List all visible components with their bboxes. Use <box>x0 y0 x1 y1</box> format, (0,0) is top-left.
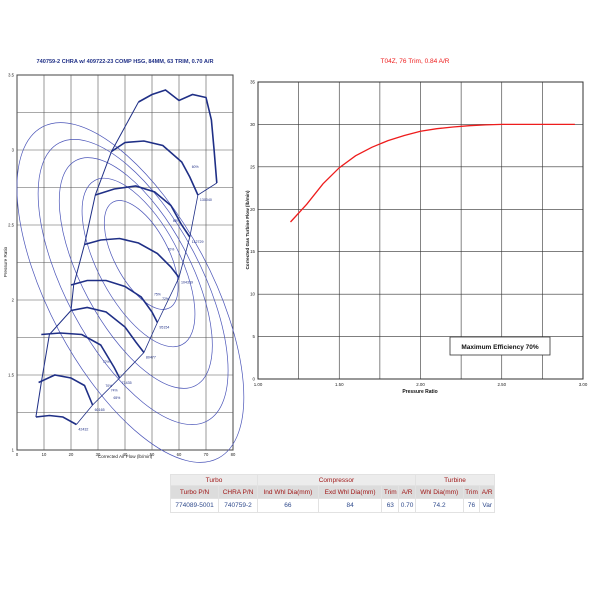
speed-line <box>111 140 199 196</box>
spec-cell: 84 <box>317 498 383 513</box>
turbine-y-tick-label: 20 <box>250 207 255 212</box>
compressor-x-tick-label: 40 <box>123 452 128 457</box>
compressor-y-tick-label: 1.5 <box>8 373 14 378</box>
speed-line <box>35 414 77 426</box>
spec-cell: 0.70 <box>398 498 416 513</box>
efficiency-island <box>81 177 196 348</box>
turbine-x-tick-label: 3.00 <box>579 382 588 387</box>
max-efficiency-box <box>449 336 551 356</box>
speed-line <box>95 185 191 238</box>
spec-group-row: Turbo Compressor Turbine <box>170 474 496 486</box>
speed-line-label: 80477 <box>146 356 156 360</box>
turbine-y-tick-label: 10 <box>250 292 255 297</box>
spec-group-turbine: Turbine <box>414 474 496 486</box>
efficiency-island <box>103 200 179 310</box>
efficiency-island <box>58 157 213 389</box>
efficiency-label: 70% <box>105 384 112 388</box>
speed-line-label: 104339 <box>181 281 193 285</box>
compressor-x-tick-label: 30 <box>96 452 101 457</box>
compressor-y-tick-label: 3 <box>12 148 15 153</box>
turbine-x-tick-label: 2.00 <box>416 382 425 387</box>
efficiency-label: 65% <box>114 396 121 400</box>
compressor-y-axis-label: Pressure Ratio <box>3 246 8 277</box>
turbine-flow-curve <box>290 123 575 223</box>
speed-line <box>70 306 145 353</box>
compressor-y-tick-label: 3.5 <box>8 73 14 78</box>
efficiency-label: 72% <box>103 360 110 364</box>
spec-cell: 66 <box>256 498 319 513</box>
efficiency-label: 60% <box>192 165 199 169</box>
turbine-y-axis-label: Corrected Gas Turbine Flow (lb/min) <box>245 190 250 270</box>
compressor-map: 740759-2 CHRA w/ 409722-23 COMP HSG, 84M… <box>3 59 245 463</box>
speed-line-label: 71435 <box>122 381 132 385</box>
speed-line-label: 42432 <box>78 428 88 432</box>
spec-header: Trim <box>462 485 481 499</box>
spec-cell: Var <box>479 498 495 513</box>
turbine-x-tick-label: 1.00 <box>254 382 263 387</box>
turbine-y-tick-label: 15 <box>250 249 255 254</box>
spec-header: Turbo P/N <box>169 485 220 499</box>
speed-line <box>84 237 180 278</box>
compressor-y-tick-label: 2.5 <box>8 223 14 228</box>
speed-line-label: 130040 <box>200 198 212 202</box>
speed-line <box>138 89 218 184</box>
turbine-x-tick-label: 2.50 <box>497 382 506 387</box>
efficiency-label: 65% <box>173 219 180 223</box>
efficiency-island <box>37 139 229 425</box>
speed-line <box>70 279 159 323</box>
spec-cell: 740759-2 <box>218 498 258 513</box>
spec-value-row: 774089-5001 740759-2 66 84 63 0.70 74.2 … <box>169 498 495 513</box>
compressor-x-tick-label: 20 <box>69 452 74 457</box>
compressor-x-tick-label: 0 <box>16 452 19 457</box>
spec-header: Whl Dia(mm) <box>414 485 464 499</box>
spec-header: Exd Whl Dia(mm) <box>317 485 383 499</box>
turbine-chart-title: T04Z, 76 Trim, 0.84 A/R <box>381 58 450 65</box>
compressor-y-tick-label: 2 <box>12 298 15 303</box>
turbine-x-tick-label: 1.50 <box>335 382 344 387</box>
efficiency-label: 70% <box>168 248 175 252</box>
speed-line <box>41 332 121 379</box>
turbine-y-tick-label: 30 <box>250 122 255 127</box>
spec-header: A/R <box>479 485 495 499</box>
turbine-y-tick-label: 5 <box>253 334 256 339</box>
spec-table: Turbo Compressor Turbine Turbo P/N CHRA … <box>169 474 496 513</box>
turbine-y-tick-label: 0 <box>253 377 256 382</box>
spec-header: Ind Whl Dia(mm) <box>256 485 319 499</box>
compressor-x-axis-label: Corrected Air Flow (lb/min) <box>98 454 153 459</box>
efficiency-label: 74% <box>111 389 118 393</box>
spec-group-turbo: Turbo <box>170 474 258 486</box>
spec-cell: 63 <box>381 498 400 513</box>
spec-header: Trim <box>381 485 400 499</box>
compressor-x-tick-label: 70 <box>204 452 209 457</box>
turbine-y-tick-label: 25 <box>250 164 255 169</box>
turbine-flow-chart: T04Z, 76 Trim, 0.84 A/R 1.00 1.50 2.00 2.50… <box>245 58 588 395</box>
max-efficiency-label: Maximum Efficiency 70% <box>461 344 539 351</box>
compressor-x-tick-label: 60 <box>177 452 182 457</box>
spec-header: A/R <box>398 485 416 499</box>
compressor-y-tick-label: 1 <box>12 448 15 453</box>
spec-header-row: Turbo P/N CHRA P/N Ind Whl Dia(mm) Exd W… <box>169 485 495 499</box>
speed-line <box>38 374 94 406</box>
compressor-x-tick-label: 80 <box>231 452 236 457</box>
turbine-y-tick-label: 35 <box>250 80 255 85</box>
efficiency-label: 72% <box>162 297 169 301</box>
spec-cell: 74.2 <box>414 498 464 513</box>
spec-group-compressor: Compressor <box>256 474 416 486</box>
spec-cell: 76 <box>462 498 481 513</box>
efficiency-label: 75% <box>154 293 161 297</box>
efficiency-islands <box>16 122 245 463</box>
spec-header: CHRA P/N <box>218 485 258 499</box>
speed-line-label: 60165 <box>95 408 105 412</box>
spec-cell: 774089-5001 <box>169 498 220 513</box>
turbine-x-axis-label: Pressure Ratio <box>402 389 437 395</box>
speed-line-label: 95154 <box>159 326 169 330</box>
efficiency-island <box>16 122 245 463</box>
compressor-map-title: 740759-2 CHRA w/ 409722-23 COMP HSG, 84M… <box>37 59 214 65</box>
compressor-x-tick-label: 50 <box>150 452 155 457</box>
compressor-x-tick-label: 10 <box>42 452 47 457</box>
speed-line-label: 112729 <box>192 240 204 244</box>
